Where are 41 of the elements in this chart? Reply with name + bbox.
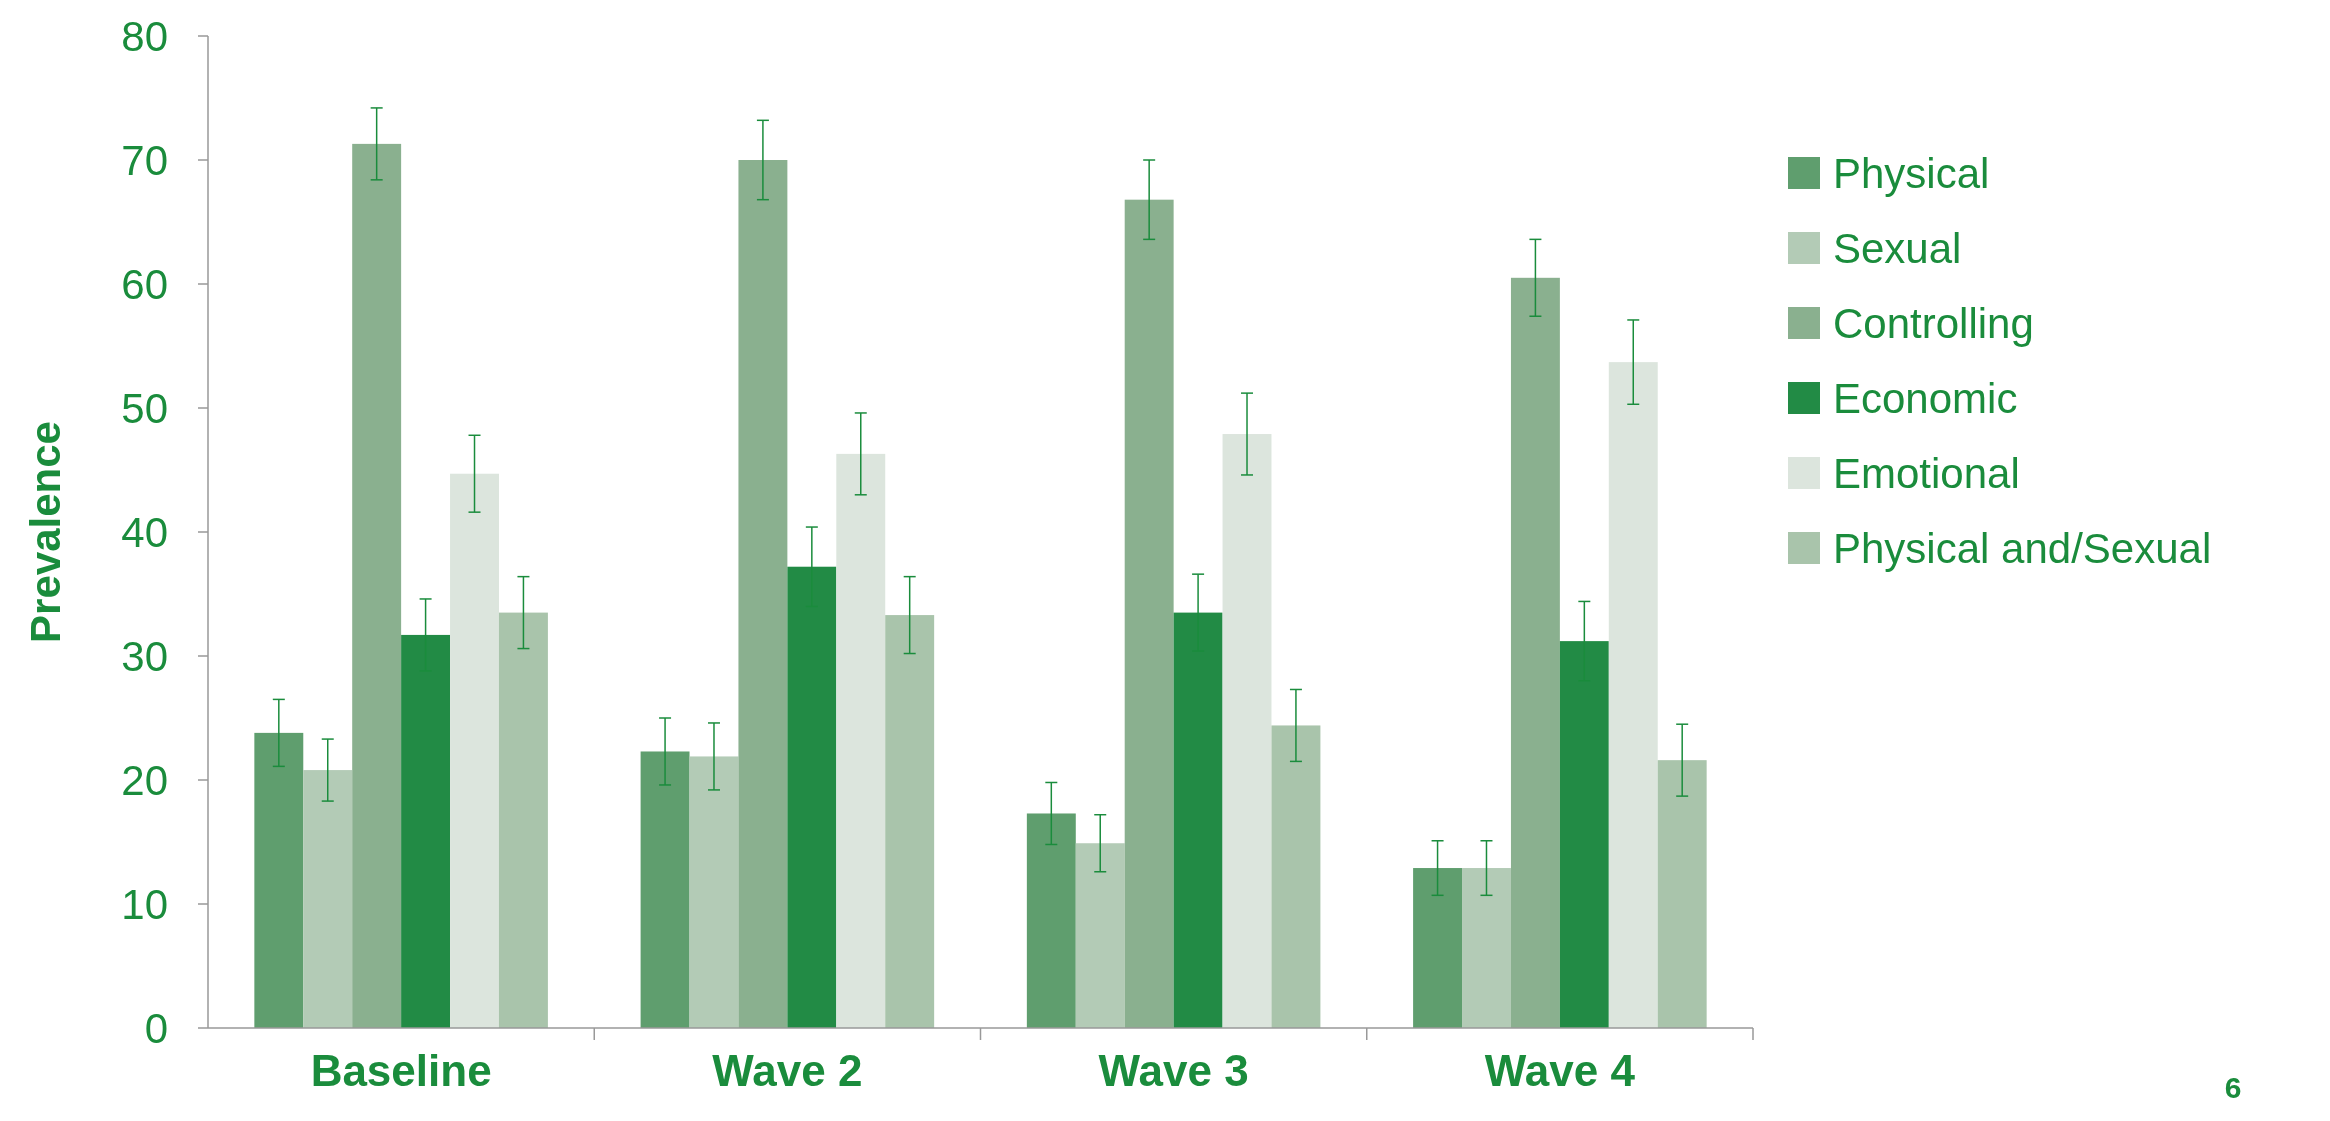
y-tick-label: 30: [121, 632, 168, 680]
bar: [1271, 725, 1321, 1028]
x-tick-label: Wave 3: [1098, 1046, 1249, 1095]
bar: [498, 612, 548, 1028]
bar: [738, 160, 788, 1028]
legend-label: Sexual: [1833, 224, 1962, 272]
y-tick-label: 20: [121, 756, 168, 804]
y-tick-label: 80: [121, 12, 168, 60]
y-tick-label: 10: [121, 880, 168, 928]
bar: [1413, 868, 1463, 1028]
y-axis-title: Prevalence: [22, 421, 69, 643]
y-tick-label: 0: [144, 1004, 168, 1052]
bar: [1075, 843, 1125, 1028]
bar: [450, 473, 499, 1028]
bar: [1608, 362, 1658, 1028]
legend-label: Emotional: [1833, 449, 2020, 497]
bar: [1124, 199, 1174, 1028]
bar: [352, 143, 402, 1028]
y-tick-label: 70: [121, 136, 168, 184]
bar: [254, 732, 304, 1028]
y-tick-label: 60: [121, 260, 168, 308]
bar: [640, 751, 690, 1028]
bar: [885, 615, 935, 1028]
x-tick-label: Wave 4: [1484, 1046, 1636, 1095]
legend-label: Controlling: [1833, 299, 2034, 347]
bar: [1222, 434, 1272, 1028]
bar: [836, 453, 886, 1028]
bar: [1510, 277, 1560, 1028]
bar: [1462, 868, 1511, 1028]
x-tick-label: Baseline: [310, 1046, 492, 1095]
bar: [689, 756, 739, 1028]
bar: [1026, 813, 1076, 1028]
legend-label: Economic: [1833, 374, 2018, 422]
bar: [1657, 760, 1707, 1028]
bar: [303, 770, 353, 1028]
legend-label: Physical: [1833, 149, 1990, 197]
x-tick-label: Wave 2: [712, 1046, 863, 1095]
y-tick-label: 50: [121, 384, 168, 432]
y-tick-label: 40: [121, 508, 168, 556]
text: 6: [2224, 1071, 2242, 1104]
legend-label: Physical and/Sexual: [1833, 524, 2212, 572]
